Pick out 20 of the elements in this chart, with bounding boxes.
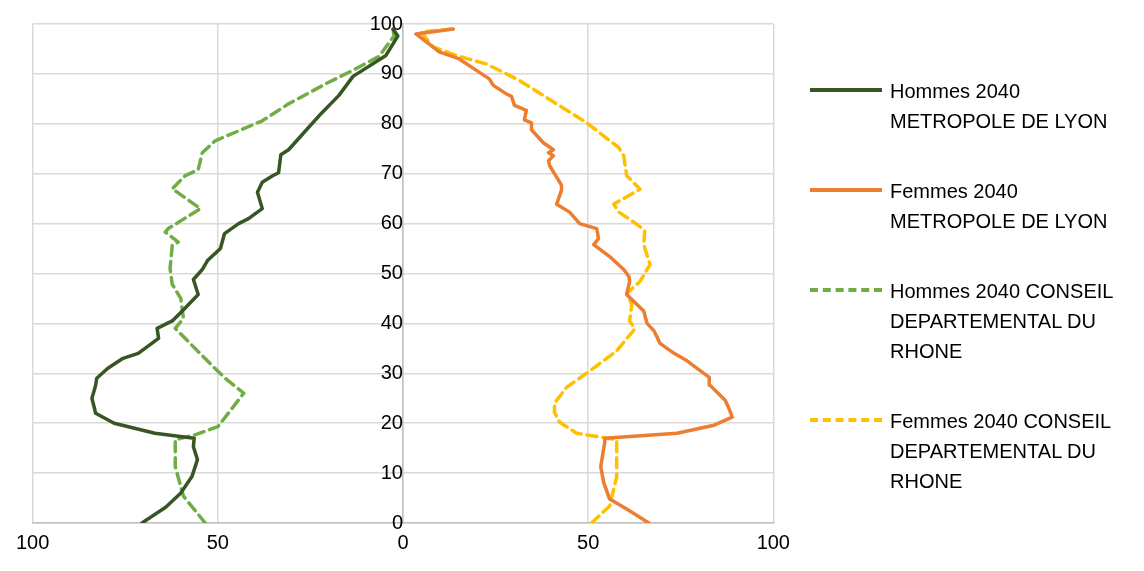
y-tick-label: 30 — [380, 360, 403, 383]
y-tick-label: 80 — [380, 111, 403, 134]
y-tick-label: 90 — [380, 61, 403, 84]
legend-label: Femmes 2040 CONSEIL DEPARTEMENTAL DU RHONE — [890, 408, 1112, 494]
line-series — [419, 27, 652, 523]
y-tick-label: 0 — [391, 510, 403, 533]
legend-label: Femmes 2040 METROPOLE DE LYON — [890, 178, 1109, 234]
legend-label: Hommes 2040 CONSEIL DEPARTEMENTAL DU RHONE — [890, 278, 1114, 364]
x-tick-label: 50 — [577, 530, 600, 553]
x-tick-label: 100 — [756, 530, 790, 553]
x-tick-label: 100 — [16, 530, 50, 553]
y-tick-label: 60 — [380, 211, 403, 234]
y-tick-label: 100 — [369, 11, 403, 34]
x-tick-label: 50 — [206, 530, 229, 553]
y-tick-label: 70 — [380, 161, 403, 184]
y-tick-label: 40 — [380, 310, 403, 333]
y-tick-label: 50 — [380, 261, 403, 284]
y-tick-label: 20 — [380, 410, 403, 433]
legend-label: Hommes 2040 METROPOLE DE LYON — [890, 78, 1109, 134]
y-tick-label: 10 — [380, 460, 403, 483]
